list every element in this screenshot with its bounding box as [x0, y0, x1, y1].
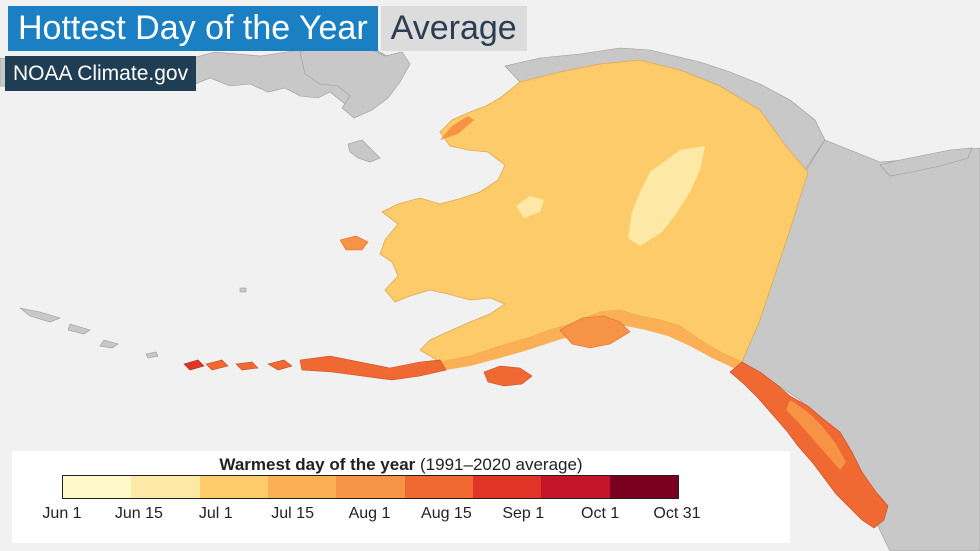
legend-swatch — [609, 476, 678, 498]
legend-swatch — [63, 476, 132, 498]
panhandle-inner — [786, 400, 846, 470]
aleutian-island-6 — [19, 307, 61, 323]
legend-tick-label: Jul 15 — [271, 505, 314, 522]
aleutian-island-2 — [235, 361, 259, 371]
map-title: Hottest Day of the Year — [8, 6, 378, 51]
canadian-arctic-islands — [879, 147, 973, 177]
legend-title-rest: (1991–2020 average) — [415, 455, 583, 474]
south-coast-warm-band — [440, 310, 742, 370]
legend-swatch — [267, 476, 337, 498]
st-lawrence-island — [347, 139, 381, 163]
source-credit: NOAA Climate.gov — [5, 56, 197, 91]
pribilof-islands — [239, 287, 247, 293]
alaska-mainland — [379, 59, 809, 363]
legend: Warmest day of the year (1991–2020 avera… — [12, 451, 790, 543]
aleutian-island-3 — [205, 359, 229, 371]
southeast-panhandle — [729, 361, 889, 529]
aleutian-island-1 — [267, 359, 293, 371]
legend-title-bold: Warmest day of the year — [219, 455, 416, 474]
legend-tick-label: Aug 15 — [421, 505, 472, 522]
legend-swatch — [472, 476, 542, 498]
kodiak-island — [483, 365, 533, 387]
title-bar: Hottest Day of the Year Average — [8, 6, 527, 51]
interior-cool-zone-small — [516, 196, 544, 218]
legend-swatch — [541, 476, 610, 498]
interior-cool-zone — [628, 146, 705, 246]
alaska-peninsula — [299, 355, 447, 381]
legend-swatch — [336, 476, 405, 498]
legend-tick-label: Oct 1 — [581, 505, 620, 522]
aleutian-island-7 — [67, 323, 91, 335]
legend-tick-label: Jun 15 — [114, 505, 163, 522]
kenai-peninsula — [559, 315, 631, 349]
legend-color-bar — [62, 475, 679, 499]
nunivak-island — [339, 235, 369, 251]
legend-tick-label: Sep 1 — [502, 505, 545, 522]
legend-tick-label: Jul 1 — [198, 505, 233, 522]
legend-tick-label: Jun 1 — [42, 505, 82, 522]
legend-tick-label: Aug 1 — [348, 505, 391, 522]
aleutian-island-5 — [145, 351, 159, 359]
map-subtitle: Average — [380, 6, 527, 51]
legend-swatch — [404, 476, 473, 498]
legend-swatch — [199, 476, 268, 498]
legend-tick-label: Oct 31 — [653, 505, 701, 522]
legend-title: Warmest day of the year (1991–2020 avera… — [12, 455, 790, 475]
nw-coast-warm-sliver — [440, 116, 474, 140]
aleutian-island-8 — [99, 339, 119, 349]
legend-swatch — [131, 476, 200, 498]
aleutian-island-4 — [183, 359, 205, 371]
